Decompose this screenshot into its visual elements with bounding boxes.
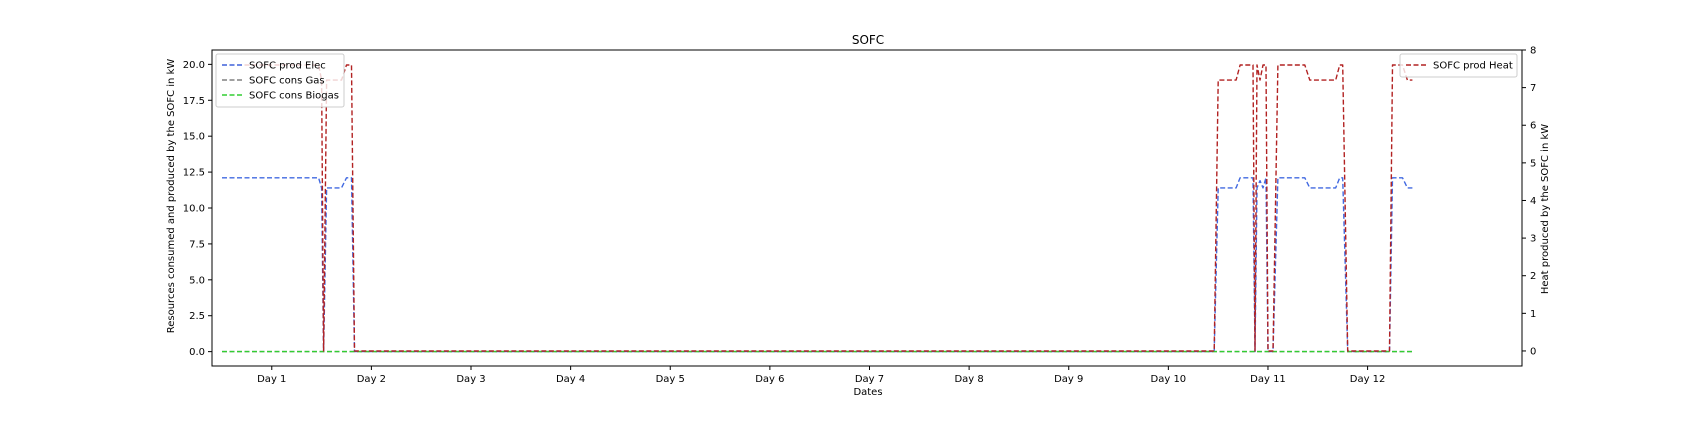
y-tick-label-left: 0.0	[189, 347, 205, 358]
chart-title: SOFC	[852, 33, 884, 47]
x-tick-label: Day 9	[1054, 374, 1083, 385]
y-tick-label-right: 3	[1530, 234, 1536, 245]
y-tick-label-right: 1	[1530, 309, 1536, 320]
x-tick-label: Day 7	[855, 374, 884, 385]
y-axis-label-left: Resources consumed and produced by the S…	[166, 59, 177, 334]
x-tick-label: Day 10	[1151, 374, 1187, 385]
legend-label: SOFC cons Biogas	[249, 91, 339, 102]
y-tick-label-right: 6	[1530, 121, 1536, 132]
y-tick-label-left: 20.0	[183, 60, 205, 71]
y-tick-label-left: 7.5	[189, 239, 205, 250]
legend-label: SOFC cons Gas	[249, 76, 325, 87]
axes-layer: Day 1 Day 2 Day 3 Day 4 Day 5 Day 6 Day 7 Day 8…	[183, 46, 1537, 386]
series-line-sofc-prod-heat	[222, 64, 1413, 352]
x-tick-label: Day 5	[656, 374, 685, 385]
y-tick-label-right: 5	[1530, 158, 1536, 169]
series-line-sofc-prod-elec	[222, 177, 1413, 353]
y-tick-label-left: 15.0	[183, 132, 205, 143]
x-tick-label: Day 11	[1250, 374, 1286, 385]
y-tick-label-right: 4	[1530, 196, 1536, 207]
x-tick-label: Day 12	[1350, 374, 1386, 385]
series-layer	[222, 64, 1413, 353]
legend-box	[215, 53, 345, 108]
legend-label: SOFC prod Elec	[249, 61, 326, 72]
y-axis-label-right: Heat produced by the SOFC in kW	[1540, 124, 1551, 294]
x-axis-label: Dates	[853, 387, 882, 398]
legend-label: SOFC prod Heat	[1433, 61, 1513, 72]
y-tick-label-left: 17.5	[183, 96, 205, 107]
x-tick-label: Day 4	[556, 374, 585, 385]
y-tick-label-left: 10.0	[183, 204, 205, 215]
y-tick-label-right: 0	[1530, 346, 1536, 357]
legend-right: SOFC prod Heat	[1399, 53, 1518, 78]
x-tick-label: Day 8	[954, 374, 983, 385]
legend-box	[1399, 53, 1518, 78]
y-tick-label-left: 5.0	[189, 275, 205, 286]
x-tick-label: Day 6	[755, 374, 784, 385]
y-tick-label-right: 8	[1530, 46, 1536, 57]
legend-layer: SOFC prod Elec SOFC cons Gas SOFC cons Bio…	[215, 53, 1518, 108]
y-tick-label-left: 12.5	[183, 168, 205, 179]
y-tick-label-left: 2.5	[189, 311, 205, 322]
x-tick-label: Day 3	[456, 374, 485, 385]
legend-left: SOFC prod Elec SOFC cons Gas SOFC cons Bio…	[215, 53, 345, 108]
plot-frame	[211, 49, 1523, 367]
y-tick-label-right: 2	[1530, 271, 1536, 282]
y-tick-label-right: 7	[1530, 83, 1536, 94]
x-tick-label: Day 2	[357, 374, 386, 385]
x-tick-label: Day 1	[257, 374, 286, 385]
